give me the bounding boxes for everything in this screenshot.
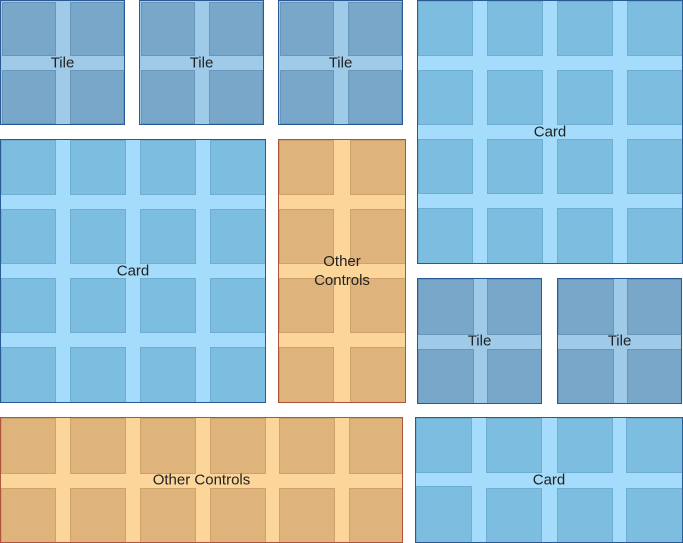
grid-cell: [558, 279, 614, 335]
grid-cell: [349, 418, 402, 474]
grid-cell: [486, 418, 542, 473]
controls-panel-1: Other Controls: [278, 139, 406, 403]
grid-cell: [279, 278, 334, 333]
grid-cell: [350, 278, 405, 333]
grid-cell: [1, 209, 56, 264]
grid-cell: [279, 347, 334, 402]
grid-cell: [140, 347, 196, 402]
grid-cell: [350, 140, 405, 195]
grid-cell: [418, 139, 473, 194]
grid-cell: [279, 209, 334, 264]
tile-panel-2: Tile: [139, 0, 264, 125]
grid-cell: [140, 488, 196, 542]
grid-cell: [557, 418, 613, 473]
grid-cell: [1, 418, 56, 474]
grid-cell: [279, 418, 335, 474]
grid-cell: [140, 209, 196, 264]
grid-cell: [1, 140, 56, 195]
controls-panel-2: Other Controls: [0, 417, 403, 543]
grid-cell: [626, 418, 682, 473]
grid-cell: [627, 70, 682, 125]
grid-cell: [70, 278, 126, 333]
grid-cell: [418, 349, 474, 403]
card-panel-3: Card: [415, 417, 683, 543]
grid-cell: [627, 349, 681, 403]
grid-cell: [350, 209, 405, 264]
grid-cell: [487, 139, 543, 194]
grid-cell: [209, 70, 263, 124]
grid-cell: [557, 488, 613, 542]
grid-cell: [350, 347, 405, 402]
grid-cell: [557, 139, 613, 194]
grid-cell: [557, 1, 613, 56]
tile-panel-4: Tile: [417, 278, 542, 404]
grid-cell: [210, 347, 265, 402]
grid-cell: [280, 2, 334, 56]
grid-cell: [70, 140, 126, 195]
grid-cell: [418, 208, 473, 263]
grid-cell: [486, 488, 542, 542]
grid-cell: [418, 1, 473, 56]
grid-cell: [141, 2, 195, 56]
grid-cell: [627, 279, 681, 335]
grid-cell: [626, 488, 682, 542]
grid-cell: [210, 488, 266, 542]
grid-cell: [280, 70, 334, 124]
grid-cell: [627, 1, 682, 56]
grid-cell: [70, 488, 126, 542]
grid-cell: [487, 1, 543, 56]
grid-cell: [2, 2, 56, 56]
card-panel-2: Card: [0, 139, 266, 403]
grid-cell: [627, 139, 682, 194]
grid-cell: [210, 140, 265, 195]
grid-cell: [70, 70, 124, 124]
grid-cell: [348, 2, 402, 56]
grid-cell: [1, 347, 56, 402]
grid-cell: [140, 418, 196, 474]
grid-cell: [70, 347, 126, 402]
grid-cell: [487, 279, 541, 335]
tile-panel-5: Tile: [557, 278, 682, 404]
grid-cell: [1, 278, 56, 333]
grid-cell: [416, 486, 472, 542]
grid-cell: [141, 70, 195, 124]
grid-cell: [627, 208, 682, 263]
grid-cell: [349, 488, 402, 542]
grid-cell: [348, 70, 402, 124]
grid-cell: [70, 209, 126, 264]
grid-cell: [487, 208, 543, 263]
panel-label: Other Controls: [152, 471, 251, 489]
grid-cell: [418, 279, 474, 335]
grid-cell: [70, 418, 126, 474]
tile-panel-1: Tile: [0, 0, 125, 125]
tile-panel-3: Tile: [278, 0, 403, 125]
grid-cell: [487, 349, 541, 403]
grid-cell: [140, 140, 196, 195]
grid-cell: [70, 2, 124, 56]
grid-cell: [2, 70, 56, 124]
card-panel-1: Card: [417, 0, 683, 264]
grid-cell: [558, 349, 614, 403]
grid-cell: [416, 418, 472, 473]
grid-cell: [1, 488, 56, 542]
grid-cell: [279, 140, 334, 195]
grid-cell: [140, 278, 196, 333]
grid-cell: [557, 70, 613, 125]
grid-cell: [487, 70, 543, 125]
grid-cell: [210, 209, 265, 264]
grid-cell: [279, 488, 335, 542]
grid-cell: [209, 2, 263, 56]
grid-cell: [557, 208, 613, 263]
grid-cell: [210, 418, 266, 474]
grid-cell: [210, 278, 265, 333]
grid-cell: [418, 70, 473, 125]
